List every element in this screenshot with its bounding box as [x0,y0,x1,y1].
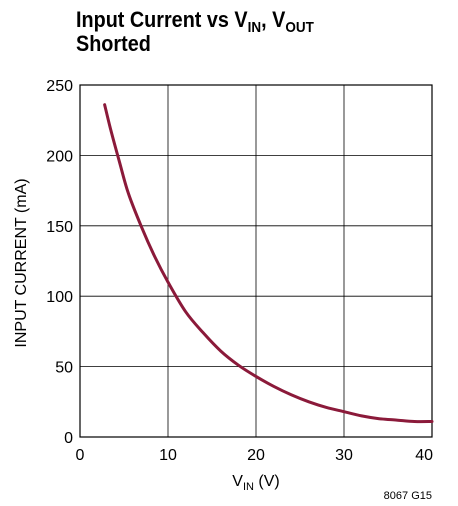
y-tick-label: 0 [64,430,73,447]
y-tick-label: 200 [46,148,73,165]
x-axis-label-main: V [232,473,243,490]
grid-lines [79,84,433,438]
y-tick-label: 250 [46,78,73,95]
x-tick-labels: 0 10 20 30 40 [76,447,434,464]
x-tick-label: 40 [415,447,433,464]
y-tick-labels: 0 50 100 150 200 250 [46,78,73,447]
y-tick-label: 100 [46,289,73,306]
x-tick-label: 10 [159,447,177,464]
title-line-1: Input Current vs VIN, VOUT [76,7,314,36]
figure-code: 8067 G15 [384,490,432,502]
x-tick-label: 20 [247,447,265,464]
x-axis-label-unit: (V) [254,473,280,490]
title-line-2: Shorted [76,31,151,56]
y-axis-label: INPUT CURRENT (mA) [13,178,30,347]
y-tick-label: 150 [46,219,73,236]
plot-frame [79,84,433,438]
x-axis-label: VIN (V) [232,473,279,493]
x-tick-label: 0 [76,447,85,464]
y-tick-label: 50 [55,360,73,377]
chart-title: Input Current vs VIN, VOUT Shorted [76,8,314,56]
x-axis-label-sub: IN [243,481,254,493]
x-tick-label: 30 [335,447,353,464]
series-line [103,103,434,424]
